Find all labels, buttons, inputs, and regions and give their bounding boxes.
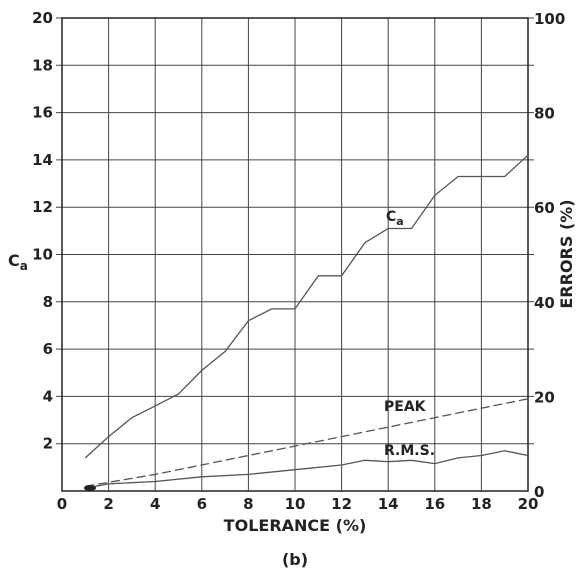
y-left-tick-label: 10: [32, 246, 53, 264]
x-tick-label: 12: [331, 495, 352, 513]
y-left-tick-label: 16: [32, 104, 53, 122]
y-right-tick-label: 100: [534, 10, 565, 28]
x-tick-label: 18: [471, 495, 492, 513]
x-tick-label: 6: [197, 495, 207, 513]
x-tick-label: 4: [150, 495, 160, 513]
series-line-rms: [85, 451, 528, 488]
x-tick-label: 16: [424, 495, 445, 513]
x-tick-label: 10: [285, 495, 306, 513]
y-left-tick-label: 6: [43, 340, 53, 358]
origin-marker: [84, 485, 96, 491]
series-label-peak: PEAK: [384, 399, 427, 415]
panel-label: (b): [282, 550, 308, 569]
series-line-peak: [85, 399, 528, 487]
y-right-tick-label: 20: [534, 388, 555, 406]
x-axis-title: TOLERANCE (%): [224, 516, 367, 535]
y-left-axis-title-main: C: [8, 251, 20, 270]
y-left-tick-label: 12: [32, 198, 53, 216]
y-left-tick-label: 18: [32, 56, 53, 74]
x-tick-label: 14: [378, 495, 399, 513]
y-left-tick-label: 2: [43, 435, 53, 453]
y-left-tick-label: 4: [43, 387, 53, 405]
series-lines: [84, 155, 528, 491]
y-left-tick-label: 8: [43, 293, 53, 311]
y-left-tick-label: 14: [32, 151, 53, 169]
y-right-tick-label: 0: [534, 483, 544, 501]
tick-labels: 0 2 4 6 8 10 12 14 16 18 2024681012141618200204060…: [32, 9, 565, 513]
x-tick-label: 2: [103, 495, 113, 513]
y-right-tick-label: 80: [534, 105, 555, 123]
grid-lines: [56, 18, 534, 491]
x-tick-label: 8: [243, 495, 253, 513]
y-right-axis-title: ERRORS (%): [557, 199, 576, 308]
x-tick-label: 0: [57, 495, 67, 513]
y-right-tick-label: 40: [534, 294, 555, 312]
series-label-rms: R.M.S.: [384, 443, 435, 459]
y-right-tick-label: 60: [534, 199, 555, 217]
y-left-axis-title: Ca: [8, 251, 28, 273]
y-left-axis-title-sub: a: [20, 259, 28, 273]
y-left-tick-label: 20: [32, 9, 53, 27]
series-label-ca-sub: a: [396, 215, 403, 228]
series-label-ca-main: C: [386, 209, 396, 225]
